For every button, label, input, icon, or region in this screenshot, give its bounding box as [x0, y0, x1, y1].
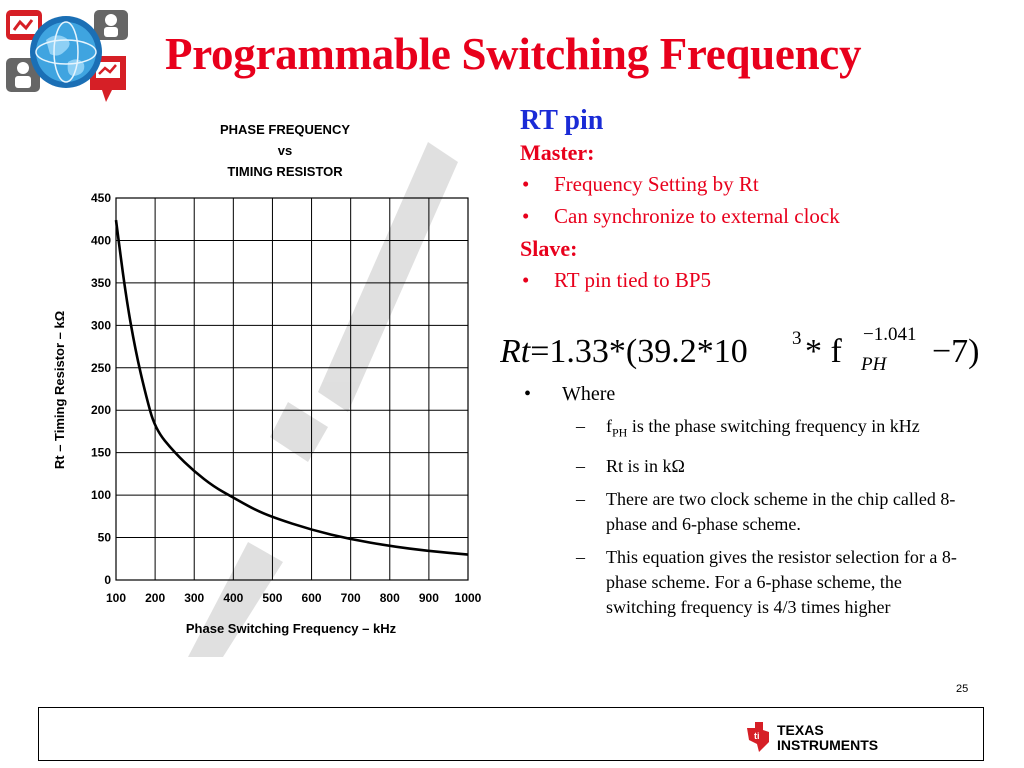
list-item: Rt is in kΩ: [520, 454, 990, 479]
x-tick-label: 300: [184, 591, 204, 605]
slide-title: Programmable Switching Frequency: [165, 29, 862, 79]
y-tick-labels: 0 50 100 150 200 250 300 350 400 450: [91, 191, 111, 587]
y-tick-label: 250: [91, 361, 111, 375]
x-tick-label: 800: [380, 591, 400, 605]
x-tick-label: 200: [145, 591, 165, 605]
x-axis-label: Phase Switching Frequency – kHz: [186, 621, 397, 636]
x-tick-label: 500: [262, 591, 282, 605]
equation-exponent-1: 3: [792, 328, 802, 349]
footer-bar: [38, 707, 984, 761]
fph-symbol: f: [606, 416, 612, 436]
y-tick-label: 300: [91, 318, 111, 332]
slave-label: Slave:: [520, 236, 578, 261]
list-item: This equation gives the resistor selecti…: [520, 545, 990, 620]
chart-title-line: TIMING RESISTOR: [227, 164, 343, 179]
slave-list: RT pin tied to BP5: [520, 264, 1000, 296]
y-tick-label: 450: [91, 191, 111, 205]
fph-description: is the phase switching frequency in kHz: [627, 416, 920, 436]
y-tick-label: 150: [91, 446, 111, 460]
rt-pin-section: RT pin Master: Frequency Setting by Rt C…: [520, 104, 1000, 296]
series-line: [114, 219, 469, 556]
equation-subscript: PH: [860, 354, 888, 375]
x-tick-labels: 100 200 300 400 500 600 700 800 900 1000: [106, 591, 482, 605]
presentation-logo-icon: [6, 10, 128, 102]
svg-text:* f: * f: [805, 333, 843, 370]
list-item: RT pin tied to BP5: [520, 264, 1000, 296]
x-tick-label: 100: [106, 591, 126, 605]
y-tick-label: 400: [91, 233, 111, 247]
y-tick-label: 100: [91, 488, 111, 502]
chart-series: [114, 219, 469, 556]
where-section: Where fPH is the phase switching frequen…: [520, 380, 990, 628]
slide-number: 25: [956, 683, 969, 695]
list-item: Frequency Setting by Rt: [520, 168, 1000, 200]
svg-text:ti: ti: [754, 731, 760, 741]
list-item: Can synchronize to external clock: [520, 200, 1000, 232]
equation-lhs: Rt: [500, 333, 532, 370]
x-tick-label: 1000: [455, 591, 482, 605]
y-tick-label: 350: [91, 276, 111, 290]
fph-subscript: PH: [612, 425, 628, 440]
y-tick-label: 50: [98, 531, 112, 545]
chart-title-line: PHASE FREQUENCY: [220, 122, 350, 137]
equation-mid: * f: [805, 333, 843, 370]
y-tick-label: 0: [104, 573, 111, 587]
x-tick-label: 700: [341, 591, 361, 605]
y-axis-label: Rt – Timing Resistor – kΩ: [52, 311, 67, 469]
ti-brand-line1: Texas: [777, 722, 824, 738]
rt-equation: Rt=1.33*(39.2*10 3 * f PH −1.041 −7): [500, 324, 980, 375]
where-list: fPH is the phase switching frequency in …: [520, 414, 990, 620]
list-item: There are two clock scheme in the chip c…: [520, 487, 990, 537]
chart-title-line: vs: [278, 143, 292, 158]
svg-text:Rt=1.33*(39.2*10: Rt=1.33*(39.2*10: [500, 333, 748, 370]
ti-brand-line2: Instruments: [777, 737, 878, 753]
chart-title: PHASE FREQUENCY vs TIMING RESISTOR: [220, 122, 350, 179]
texas-instruments-logo-icon: ti Texas Instruments: [747, 722, 878, 753]
x-tick-label: 400: [223, 591, 243, 605]
watermark-icon: [188, 142, 458, 657]
rt-pin-heading: RT pin: [520, 105, 604, 136]
where-label: Where: [520, 380, 990, 408]
equation-body: =1.33*(39.2*10: [530, 333, 748, 370]
x-tick-label: 600: [302, 591, 322, 605]
equation-exponent-2: −1.041: [863, 324, 916, 345]
y-tick-label: 200: [91, 403, 111, 417]
master-label: Master:: [520, 140, 595, 165]
equation-end: −7): [932, 333, 980, 370]
x-tick-label: 900: [419, 591, 439, 605]
list-item: fPH is the phase switching frequency in …: [520, 414, 990, 446]
master-list: Frequency Setting by Rt Can synchronize …: [520, 168, 1000, 232]
